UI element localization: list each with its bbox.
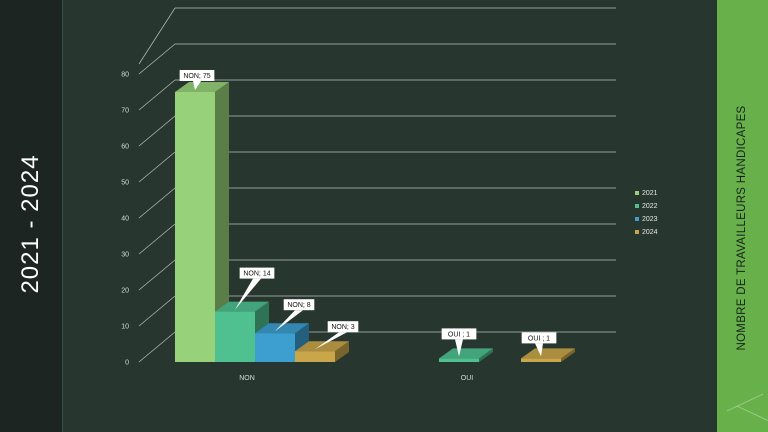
legend-swatch [635,217,639,221]
y-tick-label: 10 [121,324,129,331]
gridline-depth [138,7,176,65]
y-tick-label: 50 [121,180,129,187]
bar-oui-2022 [439,358,479,362]
y-tick-label: 80 [121,72,129,79]
y-tick-label: 0 [125,360,129,367]
data-label: OUI ; 1 [448,331,470,338]
data-label-box [239,267,275,279]
gridline-depth [138,259,176,291]
bar-non-2024 [295,351,335,362]
bar-oui-2024 [521,358,561,362]
bar-side [479,348,493,362]
gridline-depth [138,151,176,183]
data-label-pointer [455,339,463,357]
chart-area: 0 10 20 30 40 50 60 70 80 NON; 75 NON; 14 NON; 8 NON… [63,0,717,432]
bar-chart: 0 10 20 30 40 50 60 70 80 NON; 75 NON; 14 NON; 8 NON… [121,7,658,382]
chart-title: NOMBRE DE TRAVAILLEURS HANDICAPES [736,105,748,351]
legend-label: 2024 [642,229,658,236]
legend-label: 2021 [642,190,658,197]
decorative-line [736,405,768,424]
data-label-pointer [315,332,347,350]
bar-top [439,348,493,359]
y-tick-label: 30 [121,252,129,259]
gridline-depth [138,331,176,363]
bar-top [521,348,575,359]
data-label: NON; 8 [287,302,310,309]
data-label: NON; 75 [183,73,210,80]
bar-non-2022 [215,311,255,362]
bar-non-2023 [255,333,295,362]
data-label-box [521,332,557,344]
bar-side [215,82,229,362]
bar-non-2021 [175,92,215,362]
x-category-label: NON [239,375,255,382]
gridline-depth [138,79,176,111]
data-label-pointer [275,310,303,332]
data-label-pointer [235,278,261,310]
y-tick-label: 40 [121,216,129,223]
y-tick-label: 20 [121,288,129,295]
bar-side [335,341,349,362]
bar-top [175,82,229,92]
data-label: OUI ; 1 [528,335,550,342]
data-label-box [441,328,477,340]
bar-top [295,341,349,352]
bar-top [255,323,309,334]
x-category-label: OUI [461,375,474,382]
gridline-depth [138,223,176,255]
y-tick-label: 70 [121,108,129,115]
legend-swatch [635,230,639,234]
gridline-depth [138,187,176,219]
legend-label: 2022 [642,203,658,210]
data-label-box [327,321,359,333]
legend-swatch [635,204,639,208]
data-label-pointer [193,81,201,90]
gridline-depth [138,43,176,75]
gridline-depth [138,115,176,147]
data-label: NON; 3 [331,324,354,331]
data-label-pointer [535,343,543,357]
slide-years-title: 2021 - 2024 [17,154,44,294]
bar-side [561,348,575,362]
right-panel: NOMBRE DE TRAVAILLEURS HANDICAPES [717,0,768,432]
left-panel: 2021 - 2024 [0,0,63,432]
data-label-box [283,299,315,311]
bar-top [215,301,269,312]
legend-label: 2023 [642,216,658,223]
gridline-depth [138,295,176,327]
data-label-box [179,70,215,81]
legend-swatch [635,191,639,195]
data-label: NON; 14 [243,271,270,278]
y-tick-label: 60 [121,144,129,151]
